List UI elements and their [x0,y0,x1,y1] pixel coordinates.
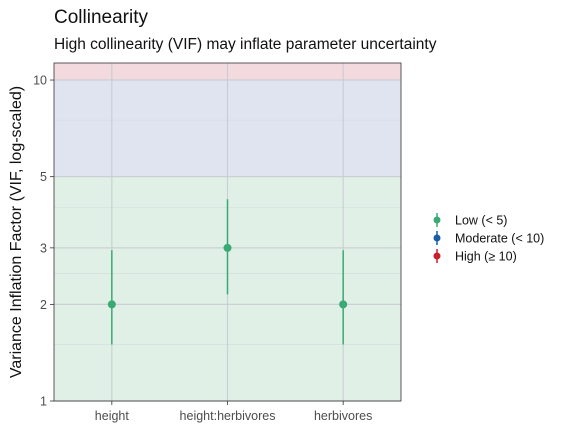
y-tick-label: 3 [40,241,47,255]
point-herbivores [339,300,348,309]
x-axis: height height:herbivores herbivores [95,401,372,423]
x-tick-label: height [95,409,130,423]
legend-key-point [433,216,441,224]
y-tick-label: 10 [33,74,47,88]
chart-subtitle: High collinearity (VIF) may inflate para… [54,36,437,53]
y-tick-label: 5 [40,170,47,184]
x-tick-label: height:herbivores [180,409,276,423]
point-height-herbivores [223,243,232,252]
data-marks [107,199,348,345]
legend-key-point [433,252,441,260]
legend-label: Moderate (< 10) [455,232,544,246]
legend-label: Low (< 5) [455,214,507,228]
legend-label: High (≥ 10) [455,250,517,264]
y-axis-label: Variance Inflation Factor (VIF, log-scal… [8,86,25,378]
legend: Low (< 5) Moderate (< 10) High (≥ 10) [433,213,544,264]
chart-title: Collinearity [54,7,148,28]
legend-key-point [433,234,441,242]
y-tick-label: 2 [40,298,47,312]
x-tick-label: herbivores [314,409,372,423]
y-axis: 1 2 3 5 10 [33,74,54,409]
point-height [107,300,116,309]
y-tick-label: 1 [40,395,47,409]
